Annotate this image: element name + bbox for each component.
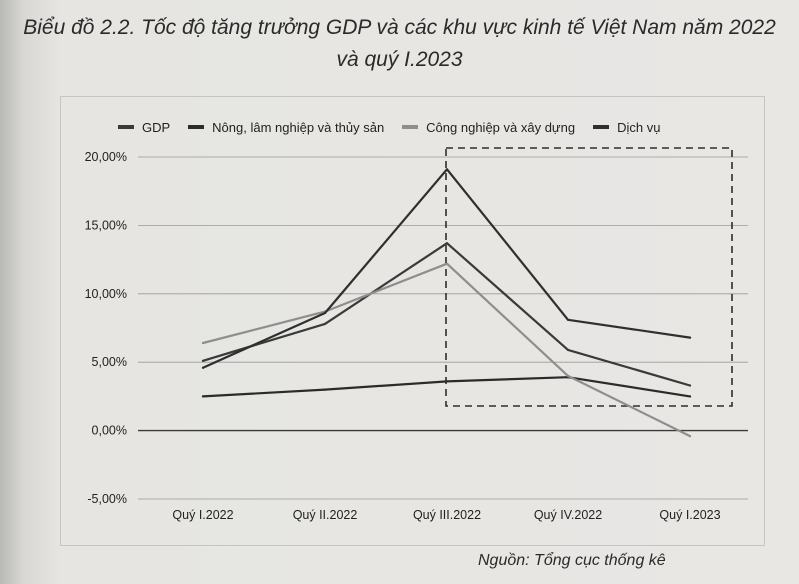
x-tick-label: Quý I.2022 [172,508,233,522]
legend-label: Dịch vụ [617,119,661,135]
data-point [445,380,449,383]
highlight-box [445,147,733,407]
title-line-2: và quý I.2023 [336,48,463,71]
legend-swatch [593,125,610,129]
data-point [688,336,692,339]
data-point [323,311,327,315]
legend-item: Dịch vụ [593,120,660,135]
y-tick-label: 15,00% [85,218,127,232]
y-tick-label: 20,00% [85,150,127,164]
legend-label: Công nghiệp và xây dựng [426,119,576,135]
legend-swatch [402,125,419,129]
legend-item: Nông, lâm nghiệp và thủy sản [188,120,384,135]
data-point [445,262,449,265]
series-line-3 [201,262,692,438]
data-point [445,168,449,171]
data-point [445,242,449,245]
x-tick-label: Quý II.2022 [293,508,358,522]
data-point [688,384,692,387]
x-tick-label: Quý I.2023 [659,508,720,522]
legend-swatch [118,125,134,129]
legend-swatch [188,125,205,129]
y-tick-label: 10,00% [85,287,127,301]
data-point [201,341,205,345]
data-point [323,322,327,325]
data-point [566,348,570,351]
data-point [323,388,327,391]
y-tick-label: -5,00% [87,492,127,506]
title-line-1: Biểu đồ 2.2. Tốc độ tăng trưởng GDP và c… [23,16,776,39]
data-point [201,366,205,369]
y-tick-label: 5,00% [92,355,127,369]
legend-label: GDP [142,119,171,135]
legend-item: GDP [118,120,170,135]
chart-title: Biểu đồ 2.2. Tốc độ tăng trưởng GDP và c… [0,12,799,76]
y-tick-label: 0,00% [92,424,127,438]
chart-legend: GDP Nông, lâm nghiệp và thủy sản Công nghi… [118,117,678,137]
data-point [688,435,692,438]
data-point [201,395,205,398]
data-point [566,374,570,377]
legend-label: Nông, lâm nghiệp và thủy sản [212,119,385,135]
data-point [201,359,205,362]
chart-frame [60,96,765,546]
data-point [566,318,570,321]
legend-item: Công nghiệp và xây dựng [402,120,575,135]
data-point [688,395,692,398]
x-tick-label: Quý III.2022 [413,508,481,522]
source-note: Nguồn: Tổng cục thống kê [478,552,666,569]
x-tick-label: Quý IV.2022 [534,508,602,522]
